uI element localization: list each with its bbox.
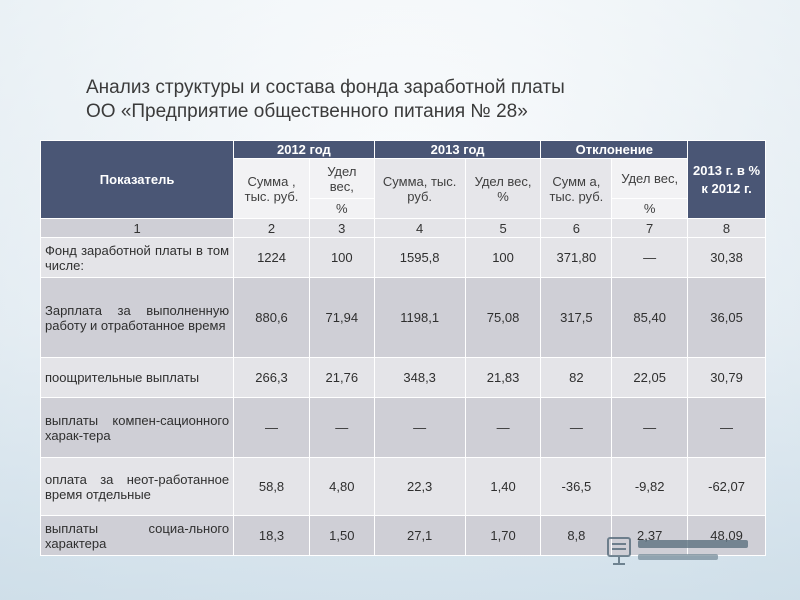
cell-value: 100 [308,237,375,278]
table-row: выплаты компен-сационного харак-тера — —… [39,397,766,458]
header-ratio: 2013 г. в % к 2012 г. [687,140,766,219]
cell-value: -62,07 [687,457,766,516]
cell-value: 8,8 [540,515,613,556]
header-share-deviation-unit: % [611,198,689,219]
header-share-2012: Удел вес, [308,158,375,199]
column-number: 3 [308,218,375,238]
column-number: 7 [611,218,689,238]
column-number: 1 [39,218,235,238]
column-number: 5 [464,218,542,238]
cell-value: 30,38 [687,237,766,278]
header-sum-deviation: Сумм а, тыс. руб. [540,158,613,219]
cell-value: 1595,8 [373,237,466,278]
column-number: 6 [540,218,613,238]
cell-value: 1,70 [464,515,542,556]
cell-value: 48,09 [687,515,766,556]
table-row: выплаты социа-льного характера 18,3 1,50… [39,515,766,556]
cell-value: 21,83 [464,357,542,398]
cell-value: — [611,397,689,458]
header-share-deviation: Удел вес, [611,158,689,199]
cell-value: — [540,397,613,458]
table-row: поощрительные выплаты 266,3 21,76 348,3 … [39,357,766,398]
cell-value: — [611,237,689,278]
cell-value: 58,8 [233,457,310,516]
column-number: 4 [373,218,466,238]
cell-value: -9,82 [611,457,689,516]
cell-value: 1198,1 [373,277,466,358]
cell-value: 27,1 [373,515,466,556]
table-row: Фонд заработной платы в том числе: 1224 … [39,237,766,278]
cell-value: 880,6 [233,277,310,358]
cell-value: 22,05 [611,357,689,398]
title-line-1: Анализ структуры и состава фонда заработ… [86,77,565,98]
cell-value: 2,37 [611,515,689,556]
row-label: оплата за неот-работанное время отдельны… [39,457,235,516]
cell-value: 21,76 [308,357,375,398]
cell-value: — [687,397,766,458]
cell-value: 36,05 [687,277,766,358]
header-sum-2012: Сумма , тыс. руб. [233,158,310,219]
header-share-2012-unit: % [308,198,375,219]
column-number: 2 [233,218,310,238]
row-label: Фонд заработной платы в том числе: [39,237,235,278]
cell-value: — [233,397,310,458]
cell-value: — [308,397,375,458]
header-year-2013: 2013 год [373,140,542,159]
cell-value: 71,94 [308,277,375,358]
cell-value: 266,3 [233,357,310,398]
table-row: Зарплата за выполненную работу и отработ… [39,277,766,358]
cell-value: 348,3 [373,357,466,398]
row-label: выплаты компен-сационного харак-тера [39,397,235,458]
cell-value: 100 [464,237,542,278]
row-label: Зарплата за выполненную работу и отработ… [39,277,235,358]
cell-value: -36,5 [540,457,613,516]
row-label: поощрительные выплаты [39,357,235,398]
cell-value: 22,3 [373,457,466,516]
cell-value: 85,40 [611,277,689,358]
header-indicator: Показатель [39,140,235,219]
cell-value: 1,40 [464,457,542,516]
cell-value: 4,80 [308,457,375,516]
salary-fund-table: Показатель 2012 год 2013 год Отклонение … [39,140,766,556]
cell-value: 82 [540,357,613,398]
header-sum-2013: Сумма, тыс. руб. [373,158,466,219]
slide-title: Анализ структуры и состава фонда заработ… [86,76,766,124]
cell-value: — [464,397,542,458]
cell-value: 18,3 [233,515,310,556]
cell-value: 317,5 [540,277,613,358]
row-label: выплаты социа-льного характера [39,515,235,556]
cell-value: 1,50 [308,515,375,556]
cell-value: — [373,397,466,458]
cell-value: 371,80 [540,237,613,278]
cell-value: 1224 [233,237,310,278]
table-row: оплата за неот-работанное время отдельны… [39,457,766,516]
header-year-2012: 2012 год [233,140,375,159]
column-number-row: 1 2 3 4 5 6 7 8 [39,218,766,238]
column-number: 8 [687,218,766,238]
cell-value: 75,08 [464,277,542,358]
header-share-2013: Удел вес, % [464,158,542,219]
cell-value: 30,79 [687,357,766,398]
title-line-2: ОО «Предприятие общественного питания № … [86,101,528,122]
header-deviation: Отклонение [540,140,689,159]
